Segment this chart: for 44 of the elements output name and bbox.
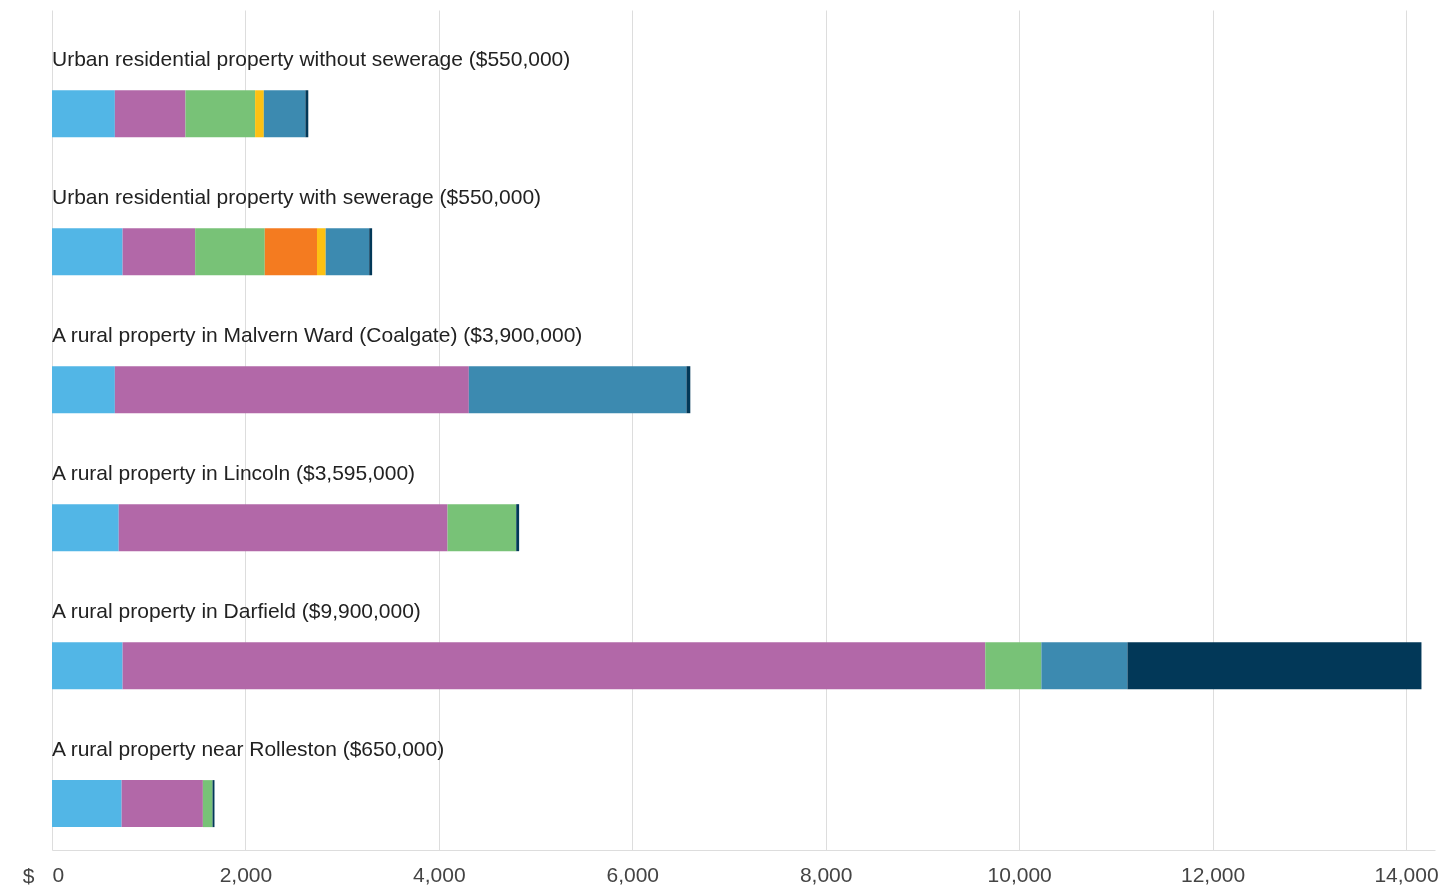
x-tick-label: 14,000 [1374,862,1439,886]
bar [468,366,687,414]
x-tick-label: 10,000 [987,862,1052,886]
bar [369,228,373,276]
bar [325,228,370,276]
bar [516,504,520,552]
bar [195,228,265,276]
y-tick-label: A rural property near Rolleston ($650,000) [52,736,445,760]
bar [52,642,123,690]
x-tick-label: 2,000 [219,862,273,886]
bar [52,780,122,828]
y-tick-label: A rural property in Lincoln ($3,595,000) [52,460,416,484]
bar [305,90,309,138]
bar [316,228,326,276]
bar [255,90,264,138]
bar [985,642,1042,690]
bar [686,366,691,414]
bar [264,228,317,276]
y-tick-label: Urban residential property with sewerage ($550,000) [52,184,542,208]
x-tick-label: 8,000 [799,862,853,886]
x-tick-label: 12,000 [1180,862,1246,886]
bar [447,504,517,552]
bar [1127,642,1422,690]
bar [52,90,115,138]
bar [1041,642,1128,690]
bar [263,90,306,138]
bar [202,780,213,828]
bar [185,90,256,138]
y-tick-label: A rural property in Darfield ($9,900,000) [52,598,421,622]
bar [121,780,203,828]
bar [118,504,448,552]
x-tick-label: 4,000 [413,862,466,886]
y-tick-label: Urban residential property without sewerage ($550,000) [52,46,571,70]
x-axis-title: $ [22,863,35,887]
x-tick-label: 0 [52,862,65,886]
bar [122,228,196,276]
bar [114,366,469,414]
y-tick-label: A rural property in Malvern Ward (Coalgate) ($3,900,000) [52,322,583,346]
bar [52,504,119,552]
bar [52,366,115,414]
bar [52,228,123,276]
bar [122,642,986,690]
bar [114,90,186,138]
x-tick-label: 6,000 [606,862,660,886]
